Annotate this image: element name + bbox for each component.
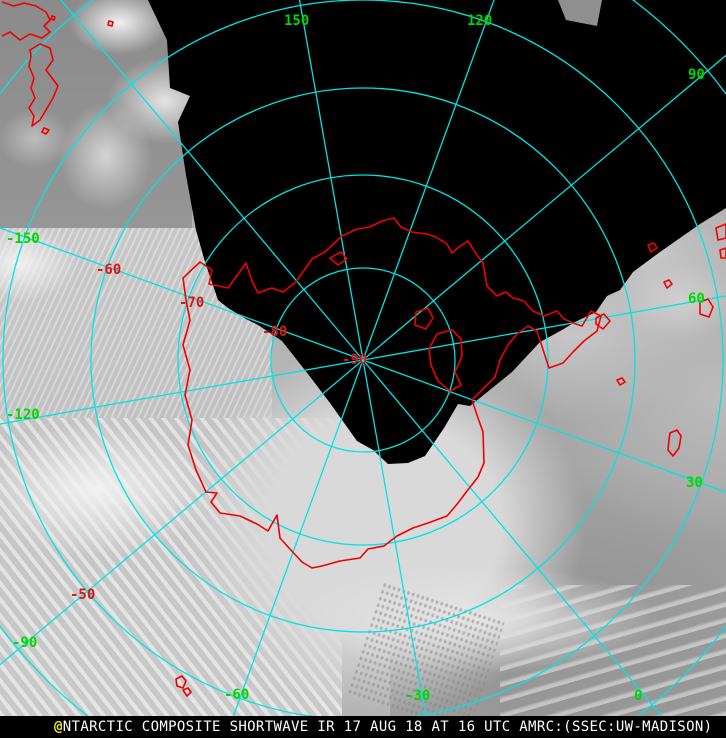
longitude-label: 150	[284, 13, 309, 29]
island-stewart	[41, 127, 50, 135]
meridian-line--90	[0, 359, 364, 666]
grid-label-layer: 150 120 90 60 30 0 -150 -120 -90 -60 -30 -60 -70 -80 -…	[6, 13, 705, 704]
status-text: NTARCTIC COMPOSITE SHORTWAVE IR 17 AUG 1…	[62, 719, 713, 735]
longitude-label: -150	[6, 231, 40, 247]
coastline-layer	[1, 1, 726, 697]
island-right-edge	[719, 247, 726, 259]
meridian-line--180	[60, 0, 364, 361]
latitude-circle--60	[90, 87, 636, 633]
latitude-circle--70	[177, 174, 549, 546]
meridian-line--60	[232, 359, 364, 716]
imagery-fragment-topright	[558, 0, 602, 26]
island-right-edge	[715, 223, 726, 241]
latitude-label: -70	[179, 295, 204, 311]
island	[616, 377, 626, 386]
cursor-glyph: @	[54, 719, 63, 735]
meridian-line--150	[0, 227, 364, 361]
antarctica-coastline	[182, 217, 602, 569]
island-small	[107, 20, 114, 27]
latitude-circle--50	[2, 0, 724, 716]
meridian-line--30	[362, 359, 427, 716]
meridian-line--120	[0, 359, 364, 425]
meridian-line-90	[362, 54, 726, 361]
latitude-label: -50	[70, 587, 95, 603]
longitude-label: 60	[688, 291, 705, 307]
new-zealand-north-island	[1, 1, 51, 41]
island	[699, 298, 714, 318]
longitude-label: -120	[6, 407, 40, 423]
graticule-layer	[0, 0, 726, 716]
new-zealand-south-island	[28, 43, 59, 127]
island-balleny	[175, 675, 187, 689]
island-small	[50, 15, 56, 21]
meridian-line-0	[362, 359, 663, 716]
latitude-circle--80	[270, 267, 456, 453]
ice-shelf-loop-small	[414, 307, 434, 330]
map-overlay: 150 120 90 60 30 0 -150 -120 -90 -60 -30 -60 -70 -80 -…	[0, 0, 726, 716]
longitude-label: 30	[686, 475, 703, 491]
longitude-label: -60	[224, 687, 249, 703]
latitude-label: -90	[342, 352, 367, 368]
status-bar: @NTARCTIC COMPOSITE SHORTWAVE IR 17 AUG …	[0, 716, 726, 738]
meridian-line-120	[362, 0, 495, 361]
coastal-loop	[329, 251, 348, 266]
meridian-line-30	[362, 359, 726, 493]
meridian-line-150	[298, 0, 364, 361]
longitude-label: 90	[688, 67, 705, 83]
latitude-label: -60	[96, 262, 121, 278]
ice-shelf-loop	[428, 329, 463, 392]
missing-data-region	[148, 0, 726, 464]
longitude-label: 0	[634, 688, 642, 704]
longitude-label: -90	[12, 635, 37, 651]
latitude-label: -80	[262, 324, 287, 340]
island	[667, 429, 682, 457]
island	[647, 242, 658, 253]
island	[663, 279, 673, 289]
meridian-line-60	[362, 295, 726, 361]
island	[595, 313, 611, 330]
longitude-label: 120	[467, 13, 492, 29]
longitude-label: -30	[405, 688, 430, 704]
island-balleny	[182, 687, 192, 697]
